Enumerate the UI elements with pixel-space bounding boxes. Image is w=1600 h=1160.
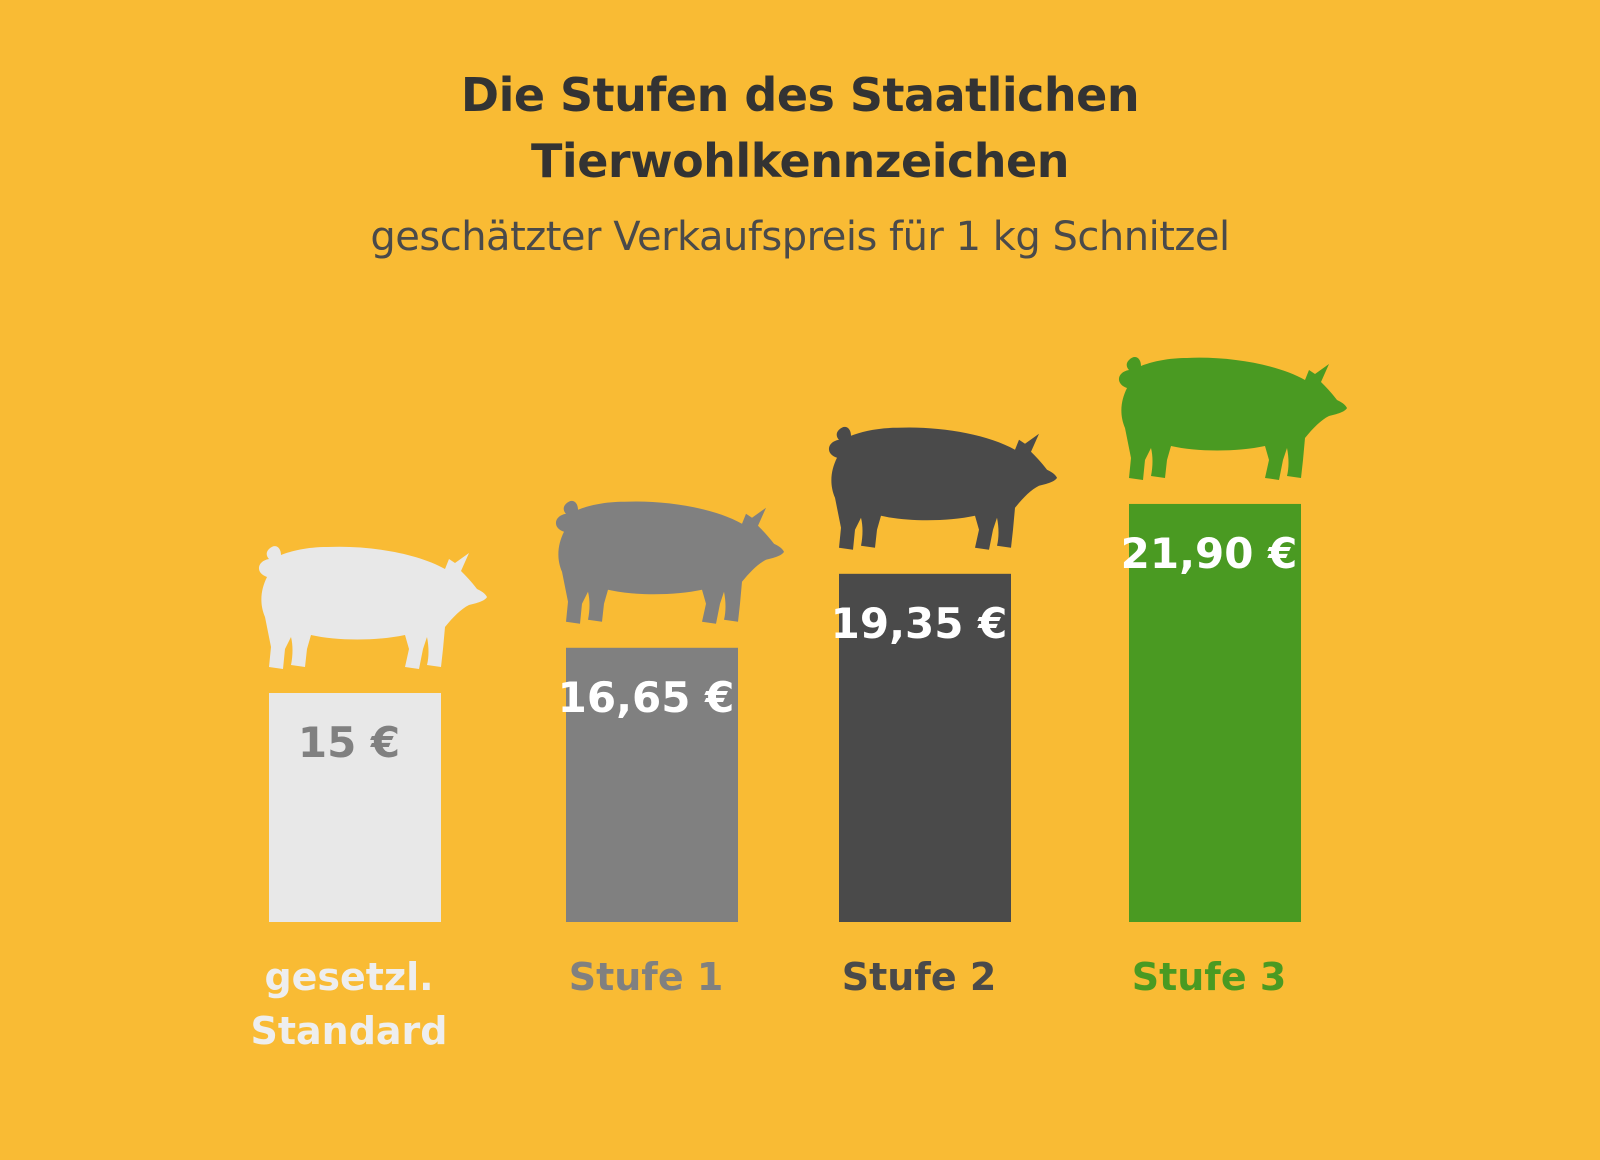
pig-icon	[828, 426, 1057, 550]
bar-value-label: 15 €	[298, 718, 400, 767]
title-line-2: Tierwohlkennzeichen	[531, 134, 1069, 188]
title-line-1: Die Stufen des Staatlichen	[460, 68, 1140, 122]
category-label: Stufe 2	[842, 955, 997, 999]
category-label: Stufe 1	[569, 955, 724, 999]
bar-4	[1129, 503, 1301, 922]
pig-icon	[555, 500, 784, 624]
chart-title: Die Stufen des Staatlichen Tierwohlkennz…	[0, 62, 1600, 194]
bar-2	[566, 647, 738, 922]
bar-value-label: 16,65 €	[558, 673, 735, 722]
bar-value-label: 19,35 €	[831, 599, 1008, 648]
pig-icon	[258, 546, 487, 669]
category-label: Stufe 3	[1132, 955, 1287, 999]
bar-3	[839, 573, 1011, 922]
bar-value-label: 21,90 €	[1121, 529, 1298, 578]
bar-1	[269, 693, 441, 922]
category-label: Standard	[250, 1009, 447, 1053]
category-label: gesetzl.	[264, 955, 433, 999]
chart-subtitle: geschätzter Verkaufspreis für 1 kg Schni…	[370, 214, 1230, 260]
pig-icon	[1118, 357, 1347, 480]
